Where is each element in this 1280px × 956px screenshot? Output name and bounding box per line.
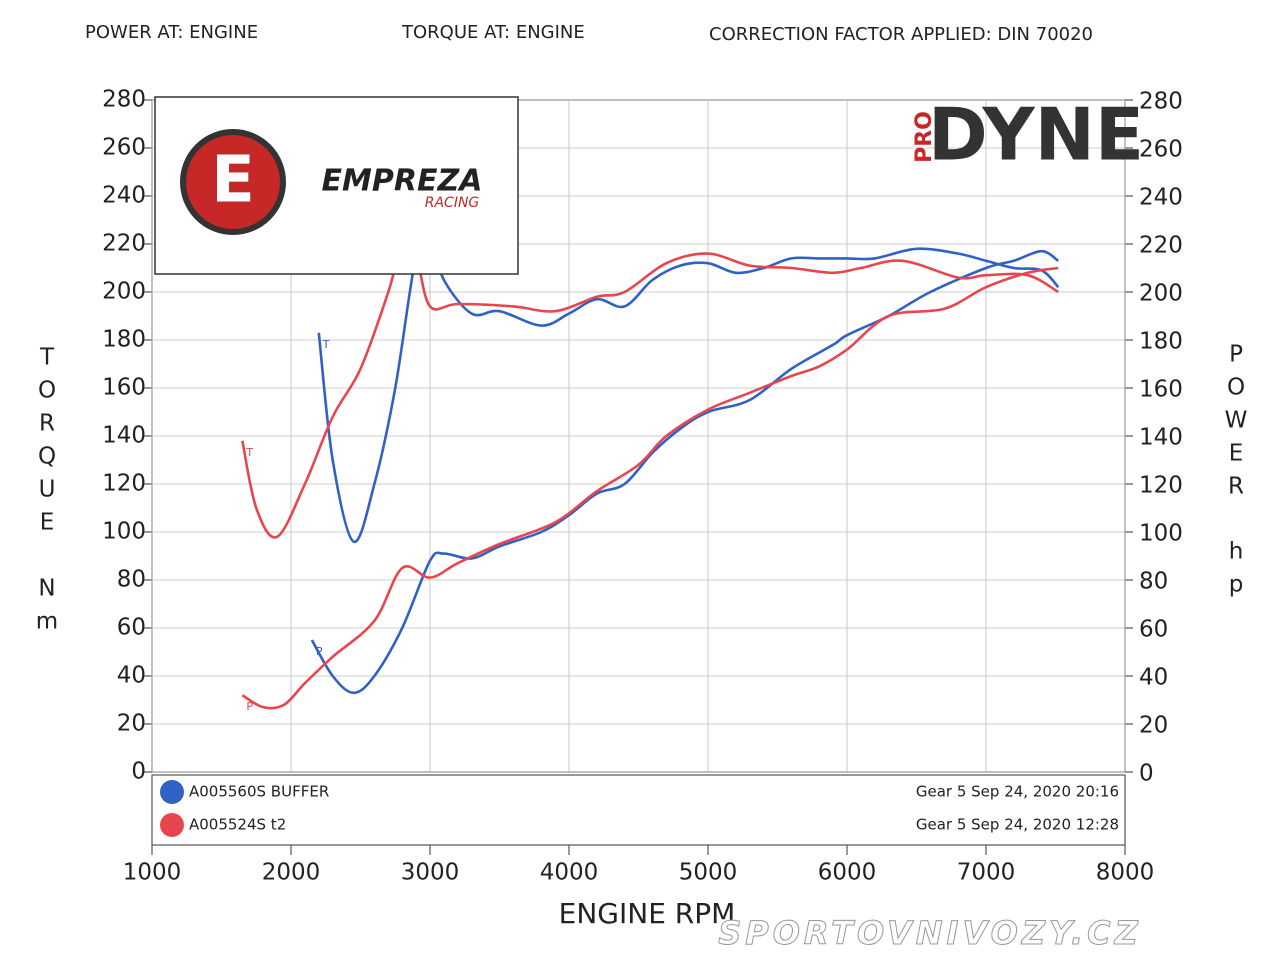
y2-tick-label: 260 — [1139, 137, 1183, 163]
logo-empreza: E EMPREZA RACING — [154, 96, 519, 275]
y-axis-label-letter: E — [40, 510, 55, 536]
y-tick-label: 260 — [102, 135, 146, 161]
curve-label: P — [246, 700, 253, 713]
y-tick-label: 160 — [102, 375, 146, 401]
watermark: SPORTOVNIVOZY.CZ — [718, 914, 1142, 952]
x-axis-label: ENGINE RPM — [559, 897, 736, 930]
logo-dyne: DYNE — [928, 93, 1144, 177]
x-tick-label: 5000 — [679, 860, 738, 886]
curve — [241, 266, 1059, 710]
y-axis-label-letter: N — [38, 576, 55, 602]
y-tick-label: 180 — [102, 327, 146, 353]
y-tick-label: 0 — [131, 759, 146, 785]
y-tick-label: 40 — [117, 663, 146, 689]
y-axis-label-letter: T — [39, 345, 55, 371]
y2-axis-label-letter: p — [1229, 572, 1244, 598]
y2-axis-label-letter: h — [1229, 539, 1244, 565]
x-tick-label: 4000 — [540, 860, 599, 886]
curve-label: P — [316, 645, 323, 658]
header-correction: CORRECTION FACTOR APPLIED: DIN 70020 — [709, 24, 1093, 45]
logo-letter: E — [211, 144, 255, 218]
legend-swatch — [160, 780, 184, 804]
y2-axis-label-letter: P — [1229, 342, 1243, 368]
curve-label: T — [322, 338, 330, 351]
y2-tick-label: 160 — [1139, 377, 1183, 403]
x-tick-label: 3000 — [401, 860, 460, 886]
header-power: POWER AT: ENGINE — [85, 22, 258, 43]
x-tick-label: 6000 — [818, 860, 877, 886]
y-tick-label: 80 — [117, 567, 146, 593]
y2-tick-label: 140 — [1139, 425, 1183, 451]
y-tick-label: 220 — [102, 231, 146, 257]
x-tick-label: 8000 — [1096, 860, 1155, 886]
y-axis-label-letter: m — [36, 609, 58, 635]
y-axis-label-letter: O — [38, 378, 56, 404]
y2-axis-label-letter: O — [1227, 375, 1245, 401]
y-axis-label-letter: U — [39, 477, 56, 503]
legend-box — [151, 774, 1126, 846]
y-tick-label: 20 — [117, 711, 146, 737]
x-tick-label: 1000 — [123, 860, 182, 886]
curve — [310, 249, 1060, 695]
y-axis-label-letter: Q — [38, 444, 56, 470]
x-tick-label: 7000 — [957, 860, 1016, 886]
header-torque: TORQUE AT: ENGINE — [401, 22, 585, 43]
y-tick-label: 280 — [102, 87, 146, 113]
y2-tick-label: 280 — [1139, 89, 1183, 115]
y2-axis-label-letter: R — [1228, 474, 1244, 500]
logo-circle — [180, 129, 286, 235]
y-tick-label: 240 — [102, 183, 146, 209]
curve-label: T — [245, 446, 253, 459]
legend-swatch — [160, 813, 184, 837]
y-tick-label: 140 — [102, 423, 146, 449]
logo-prodyne: PRO DYNE — [912, 93, 1144, 177]
y2-tick-label: 40 — [1139, 665, 1168, 691]
y2-tick-label: 220 — [1139, 233, 1183, 259]
y2-tick-label: 0 — [1139, 761, 1154, 787]
y-axis-label-letter: R — [39, 411, 55, 437]
legend-note: Gear 5 Sep 24, 2020 12:28 — [916, 816, 1119, 834]
y-tick-label: 100 — [102, 519, 146, 545]
x-tick-label: 2000 — [262, 860, 321, 886]
legend-label: A005560S BUFFER — [189, 783, 329, 801]
legend-note: Gear 5 Sep 24, 2020 20:16 — [916, 783, 1119, 801]
y2-tick-label: 200 — [1139, 281, 1183, 307]
y2-tick-label: 100 — [1139, 521, 1183, 547]
y2-axis-label-letter: W — [1225, 408, 1248, 434]
curve — [317, 234, 1060, 543]
legend-label: A005524S t2 — [189, 816, 286, 834]
y2-tick-label: 20 — [1139, 713, 1168, 739]
y2-tick-label: 180 — [1139, 329, 1183, 355]
y2-tick-label: 80 — [1139, 569, 1168, 595]
y-tick-label: 120 — [102, 471, 146, 497]
y-tick-label: 60 — [117, 615, 146, 641]
curve — [241, 240, 1059, 539]
y2-tick-label: 60 — [1139, 617, 1168, 643]
logo-subtext: RACING — [425, 195, 480, 211]
y2-tick-label: 120 — [1139, 473, 1183, 499]
logo-pro: PRO — [912, 111, 937, 163]
y2-axis-label-letter: E — [1229, 441, 1244, 467]
y-tick-label: 200 — [102, 279, 146, 305]
y2-tick-label: 240 — [1139, 185, 1183, 211]
logo-text: EMPREZA — [322, 164, 483, 199]
